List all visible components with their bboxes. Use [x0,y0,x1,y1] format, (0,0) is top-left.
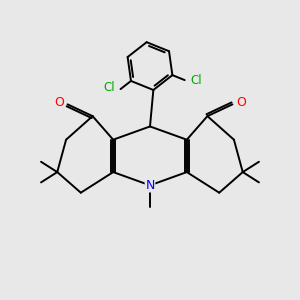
Text: O: O [236,95,246,109]
Text: N: N [145,179,155,192]
Text: O: O [54,95,64,109]
Text: Cl: Cl [190,74,202,87]
Text: Cl: Cl [103,81,115,94]
